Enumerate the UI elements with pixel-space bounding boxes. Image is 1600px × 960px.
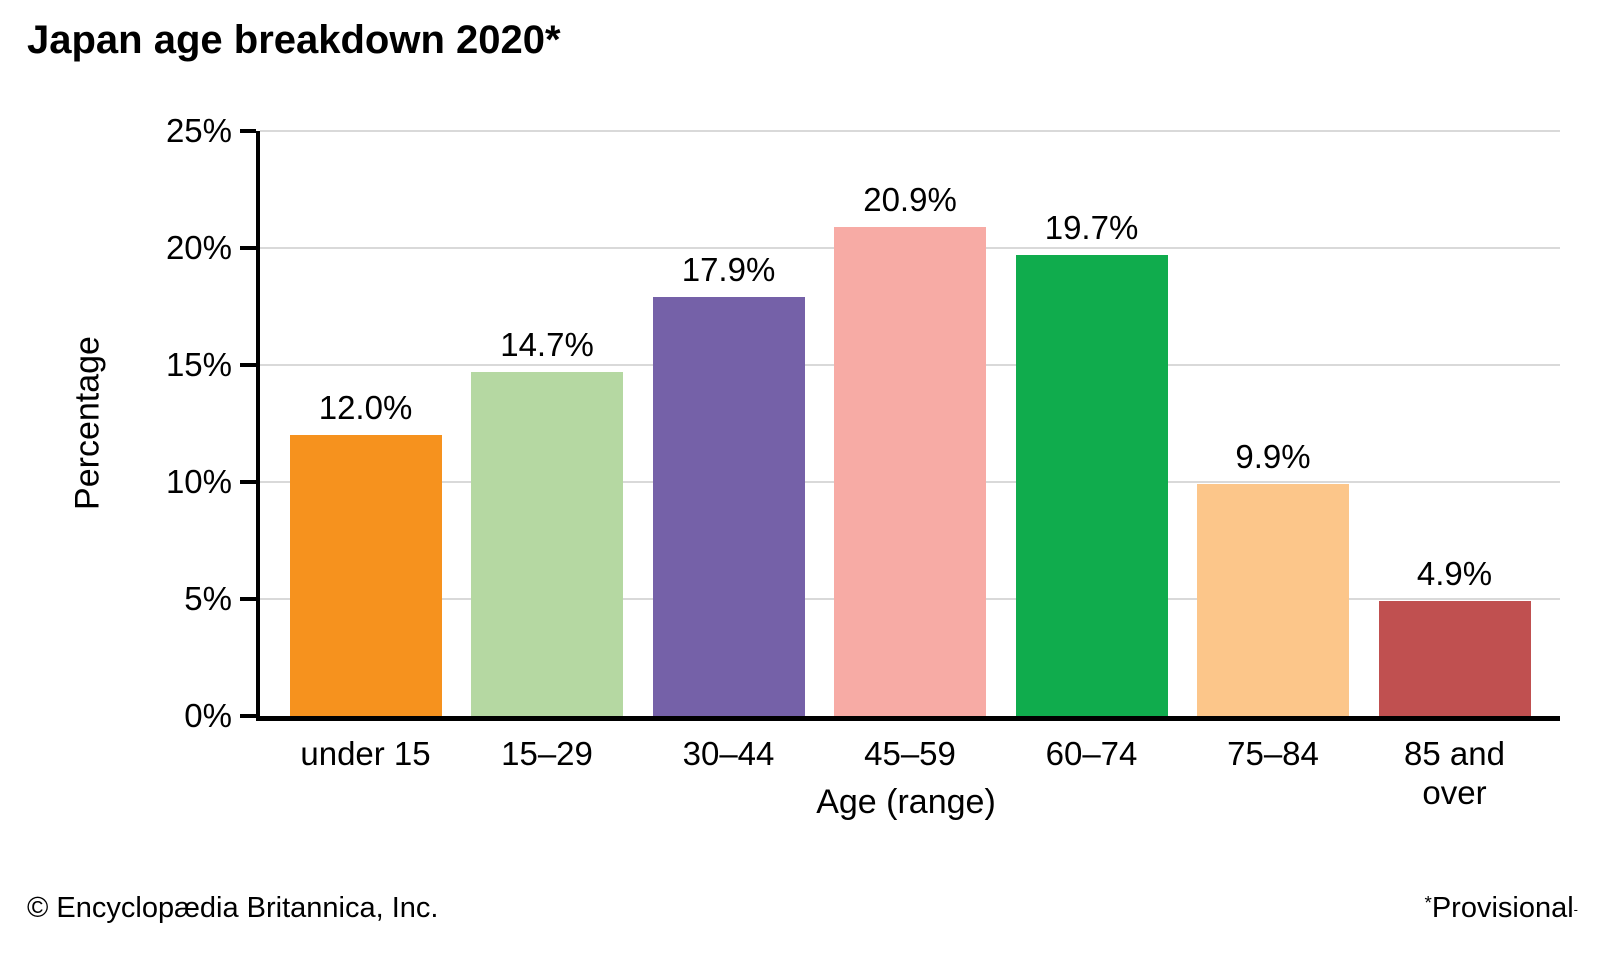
bar-value-label: 14.7%	[500, 326, 594, 364]
bar-slot: 20.9% 45–59	[834, 131, 986, 772]
y-tick-mark	[240, 246, 256, 250]
y-tick-label: 5%	[184, 580, 232, 617]
bar	[1378, 601, 1531, 716]
bar-value-label: 20.9%	[863, 180, 957, 218]
y-tick-mark	[240, 480, 256, 484]
y-axis-tick-marks	[240, 129, 1560, 718]
chart-title: Japan age breakdown 2020*	[27, 18, 561, 62]
x-tick-label: under 15	[300, 735, 431, 772]
bar	[652, 297, 805, 716]
y-tick-mark	[240, 597, 256, 601]
footnote: *Provisional-	[1424, 892, 1578, 925]
bar-value-label: 4.9%	[1416, 555, 1493, 593]
y-tick-label: 20%	[165, 229, 232, 266]
bar	[834, 226, 986, 716]
y-tick-label: 15%	[165, 346, 232, 383]
footnote-text: Provisional	[1431, 892, 1574, 924]
x-tick-label: 75–84	[1227, 735, 1319, 772]
bar-slot: 17.9% 30–44	[652, 131, 805, 772]
bar-slot: 14.7% 15–29	[471, 131, 623, 772]
bar-slot: 12.0% under 15	[289, 131, 442, 772]
copyright-text: © Encyclopædia Britannica, Inc.	[27, 892, 439, 924]
y-tick-mark	[240, 363, 256, 367]
y-tick-label: 10%	[165, 463, 232, 500]
bar-value-label: 17.9%	[681, 251, 776, 289]
y-axis-tick-labels: 0% 5% 10% 15% 20% 25%	[40, 112, 232, 734]
bars: 12.0% under 15 14.7% 15–29 17.9% 30–44 20.9% 45…	[260, 131, 1560, 811]
bar	[1015, 255, 1168, 716]
x-tick-label: 15–29	[501, 735, 593, 772]
bar	[289, 435, 442, 716]
footnote-suffix: -	[1573, 901, 1578, 917]
bar-value-label: 9.9%	[1235, 438, 1311, 476]
x-tick-label: 60–74	[1045, 735, 1138, 772]
x-tick-label: 85 and over	[1404, 735, 1505, 811]
bar-value-label: 19.7%	[1044, 209, 1139, 247]
bar-slot: 19.7% 60–74	[1015, 131, 1168, 772]
bar-value-label: 12.0%	[318, 389, 413, 427]
y-tick-label: 25%	[165, 112, 232, 149]
x-tick-label: 30–44	[682, 735, 775, 772]
y-tick-label: 0%	[184, 697, 232, 734]
bar-slot: 4.9% 85 and over	[1378, 131, 1531, 811]
gridline	[260, 130, 1560, 132]
bar	[1197, 484, 1349, 716]
footnote-asterisk: *	[1424, 891, 1432, 913]
x-tick-label: 45–59	[864, 735, 956, 772]
bar-slot: 9.9% 75–84	[1197, 131, 1349, 772]
x-axis-title: Age (range)	[816, 783, 996, 821]
plot-area: 12.0% under 15 14.7% 15–29 17.9% 30–44 20.9% 45…	[240, 129, 1560, 811]
y-tick-mark	[240, 714, 256, 718]
bar	[471, 372, 623, 716]
y-tick-mark	[240, 129, 256, 133]
